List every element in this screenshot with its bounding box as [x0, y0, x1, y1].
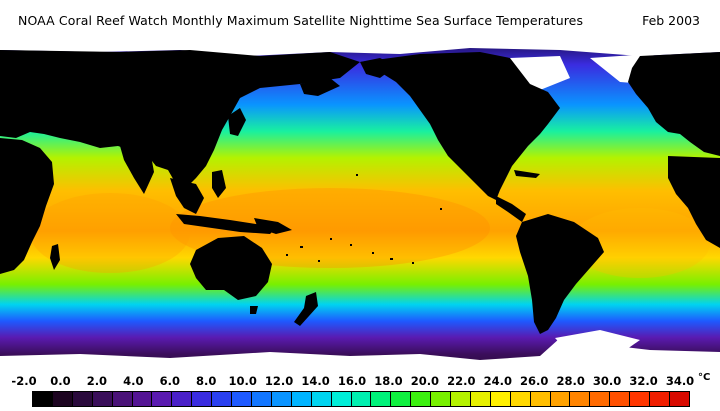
colorbar-swatch — [33, 392, 53, 406]
central-america-land — [496, 196, 526, 222]
colorbar-swatch — [311, 392, 332, 406]
colorbar-swatch — [431, 392, 452, 406]
south-america-land — [516, 214, 604, 334]
colorbar-tick-label: 24.0 — [483, 374, 512, 388]
west-africa-land — [668, 156, 720, 248]
colorbar-swatch — [152, 392, 173, 406]
colorbar-swatch — [291, 392, 312, 406]
colorbar-swatch — [52, 392, 73, 406]
colorbar-swatch — [232, 392, 252, 406]
india-land — [120, 146, 154, 194]
arctic-ice — [0, 38, 720, 56]
tasmania-land — [250, 306, 258, 314]
colorbar-tick-label: 20.0 — [410, 374, 440, 388]
colorbar-swatch — [391, 392, 412, 406]
colorbar-tick-label: 30.0 — [592, 374, 622, 388]
colorbar-swatch — [570, 392, 591, 406]
north-america-land — [360, 52, 560, 200]
new-zealand-land — [294, 292, 318, 326]
colorbar-swatch — [132, 392, 153, 406]
cuba-land — [514, 170, 540, 178]
colorbar-swatch — [192, 392, 213, 406]
colorbar-tick-label: 14.0 — [301, 374, 330, 388]
australia-land — [190, 236, 272, 300]
colorbar-swatch — [530, 392, 551, 406]
colorbar-swatch — [670, 392, 689, 406]
southeast-asia-land — [170, 178, 204, 214]
eurasia-land — [0, 50, 360, 188]
colorbar-swatch — [331, 392, 352, 406]
colorbar-swatch — [510, 392, 531, 406]
britain-land — [680, 88, 690, 104]
colorbar-swatch — [490, 392, 511, 406]
atlantic-warm — [570, 208, 710, 278]
new-guinea-land — [254, 218, 292, 234]
colorbar-swatch — [212, 392, 233, 406]
colorbar-swatch — [550, 392, 571, 406]
colorbar-tick-label: 6.0 — [159, 374, 180, 388]
colorbar-swatch — [112, 392, 133, 406]
colorbar-swatch — [271, 392, 292, 406]
madagascar-land — [50, 244, 60, 270]
colorbar-swatch — [630, 392, 651, 406]
colorbar-tick-label: 18.0 — [374, 374, 403, 388]
colorbar-tick-label: 22.0 — [447, 374, 476, 388]
colorbar-swatch — [72, 392, 93, 406]
colorbar-swatch — [590, 392, 611, 406]
colorbar-tick-label: 10.0 — [228, 374, 257, 388]
colorbar-tick-label: 16.0 — [337, 374, 367, 388]
colorbar-tick-label: 34.0 — [665, 374, 695, 388]
colorbar-tick-label: -2.0 — [11, 374, 37, 388]
colorbar-tick-label: 2.0 — [86, 374, 108, 388]
colorbar-swatch — [470, 392, 491, 406]
kamchatka-land — [300, 78, 340, 96]
figure-title: NOAA Coral Reef Watch Monthly Maximum Sa… — [18, 13, 584, 28]
colorbar-swatch — [251, 392, 272, 406]
indian-warm — [30, 193, 190, 273]
indonesia-land — [176, 214, 276, 234]
colorbar-swatch — [351, 392, 372, 406]
colorbar-tick-label: 8.0 — [196, 374, 217, 388]
sea-surface-temperature-map — [0, 38, 720, 371]
colorbar-swatch — [451, 392, 471, 406]
colorbar-swatch — [371, 392, 392, 406]
colorbar-tick-labels: -2.0 0.0 2.0 4.0 6.0 8.0 10.0 12.0 14.0 16.0 18.0 2… — [0, 374, 720, 390]
temperature-colorbar — [32, 391, 690, 407]
colorbar-tick-label: 12.0 — [264, 374, 294, 388]
temperature-unit: °C — [698, 372, 711, 383]
colorbar-swatch — [92, 392, 113, 406]
colorbar-swatch — [650, 392, 670, 406]
colorbar-tick-label: 28.0 — [556, 374, 585, 388]
africa-land — [0, 138, 54, 274]
colorbar-tick-label: 0.0 — [50, 374, 71, 388]
colorbar-swatch — [172, 392, 193, 406]
colorbar-swatch — [610, 392, 631, 406]
japan-land — [228, 108, 246, 136]
colorbar-tick-label: 26.0 — [520, 374, 549, 388]
title-bar: NOAA Coral Reef Watch Monthly Maximum Sa… — [0, 0, 720, 38]
figure-date: Feb 2003 — [642, 13, 700, 28]
antarctica-ice — [0, 338, 720, 371]
colorbar-tick-label: 32.0 — [629, 374, 658, 388]
iceland-land — [656, 76, 670, 86]
colorbar-swatch — [411, 392, 432, 406]
alaska-land — [360, 58, 396, 78]
philippines-land — [212, 170, 226, 198]
pacific-islands — [286, 174, 442, 264]
antarctica-ice-patch — [555, 330, 640, 354]
europe-land — [628, 52, 720, 156]
colorbar-tick-label: 4.0 — [123, 374, 144, 388]
